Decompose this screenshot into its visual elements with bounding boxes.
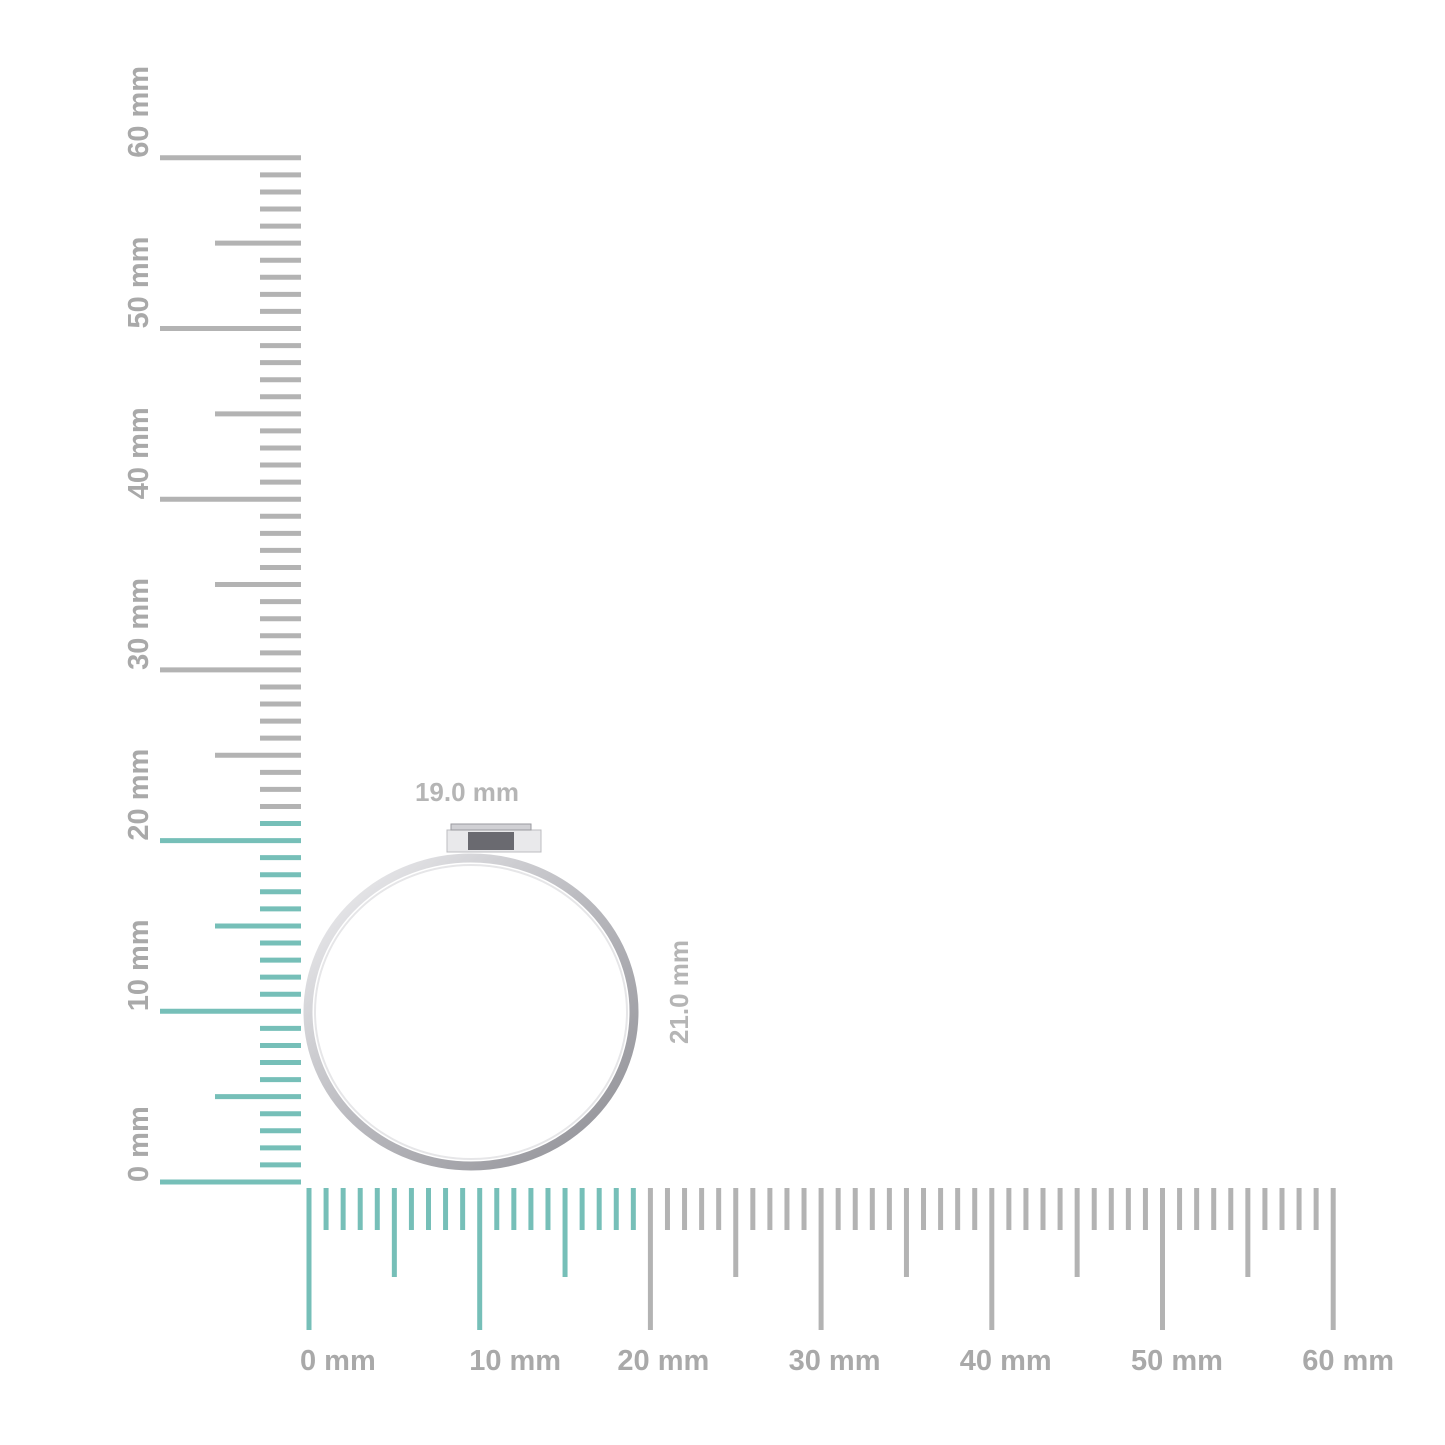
horizontal-ruler: 0 mm 10 mm 20 mm 30 mm 40 mm 50 mm 60 mm [300, 1188, 1394, 1377]
vertical-ruler: 0 mm 10 mm 20 mm 30 mm 40 mm 50 mm 60 mm [123, 66, 301, 1185]
vertical-label: 60 mm [123, 66, 155, 158]
horizontal-label: 30 mm [789, 1345, 881, 1377]
horizontal-label: 50 mm [1131, 1345, 1223, 1377]
horizontal-label: 40 mm [960, 1345, 1052, 1377]
vertical-label: 50 mm [123, 237, 155, 329]
vertical-label: 0 mm [123, 1106, 155, 1182]
vertical-label: 10 mm [123, 919, 155, 1011]
horizontal-label: 20 mm [617, 1345, 709, 1377]
ring-image [303, 823, 639, 1171]
vertical-label: 40 mm [123, 407, 155, 499]
horizontal-label: 10 mm [469, 1345, 561, 1377]
vertical-label: 30 mm [123, 578, 155, 670]
horizontal-label: 0 mm [300, 1345, 376, 1377]
horizontal-label: 60 mm [1302, 1345, 1394, 1377]
height-measurement: 21.0 mm [664, 940, 694, 1044]
width-measurement: 19.0 mm [415, 777, 519, 807]
vertical-label: 20 mm [123, 749, 155, 841]
